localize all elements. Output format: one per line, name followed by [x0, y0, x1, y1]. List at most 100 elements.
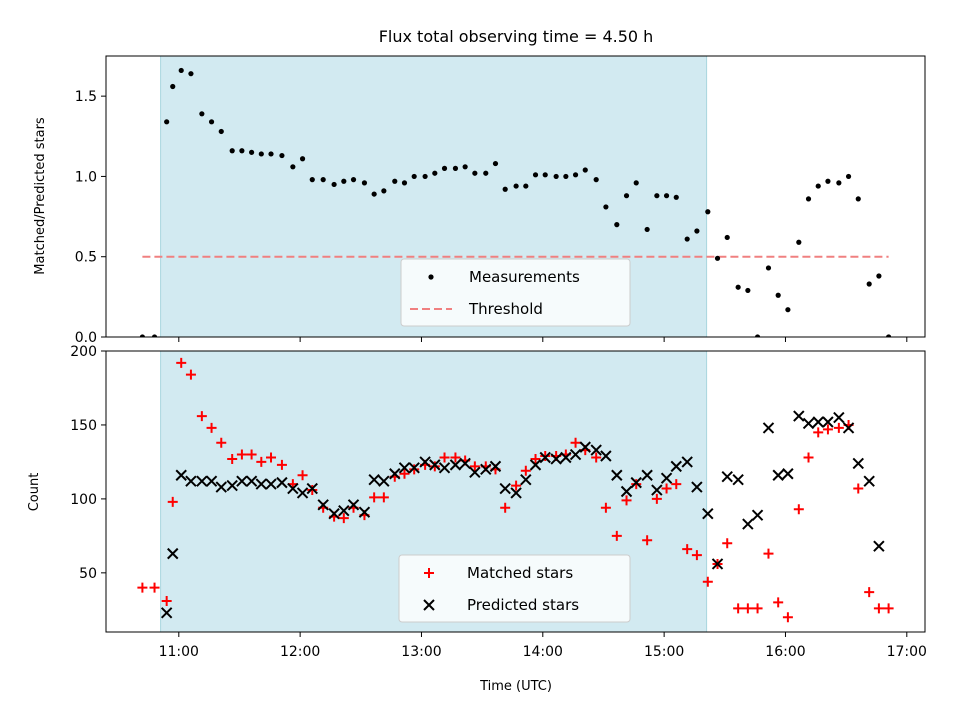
measurement-point [371, 191, 377, 197]
measurement-point [350, 177, 357, 183]
matched-star-point [276, 459, 287, 470]
predicted-star-point [772, 469, 784, 481]
predicted-star-point [782, 468, 794, 480]
predicted-star-point [732, 473, 744, 486]
predicted-star-point [306, 482, 318, 495]
measurement-point [178, 67, 184, 74]
predicted-star-point [600, 450, 612, 462]
matched-star-point [500, 502, 511, 513]
predicted-star-point [358, 506, 371, 518]
bottom-legend: Matched stars Predicted stars [398, 554, 631, 623]
measurement-point [208, 119, 215, 125]
matched-star-point [185, 369, 196, 380]
measurement-point [724, 234, 730, 241]
x-tick-label: 12:00 [280, 644, 320, 660]
measurement-point [876, 273, 882, 279]
measurement-point [320, 177, 326, 183]
top-y-axis-label: Matched/Predicted stars [33, 117, 48, 275]
predicted-star-point [317, 499, 329, 511]
x-tick-label: 15:00 [644, 644, 684, 660]
legend-box [400, 258, 631, 327]
predicted-star-point [873, 540, 885, 552]
matched-star-point [167, 496, 178, 507]
measurement-point [694, 228, 700, 234]
predicted-star-point [328, 507, 340, 520]
measurement-point [218, 128, 224, 135]
predicted-star-point [438, 462, 451, 474]
measurement-point [673, 194, 679, 200]
matched-star-point [661, 483, 672, 494]
measurement-point [483, 170, 489, 176]
predicted-star-point [822, 416, 834, 428]
top-panel: 0.0 0.5 1.0 1.5 Measurements Threshold [75, 55, 926, 346]
measurement-point [663, 193, 670, 199]
matched-star-point [651, 493, 662, 504]
matched-star-point [873, 603, 884, 614]
predicted-star-point [245, 475, 258, 487]
measurement-point [279, 152, 285, 159]
x-tick-label: 11:00 [159, 644, 199, 660]
matched-star-point [429, 461, 440, 472]
measurement-point [268, 151, 274, 157]
top-y-tick-label: 0.5 [75, 250, 97, 266]
predicted-star-point [287, 482, 299, 495]
matched-star-point [822, 424, 833, 435]
matched-star-point [742, 603, 753, 614]
matched-star-point [520, 465, 531, 476]
predicted-star-point [378, 475, 390, 487]
matched-star-point [642, 535, 653, 546]
bottom-y-axis-label: Count [27, 473, 42, 512]
matched-star-point [266, 452, 277, 463]
predicted-star-point [611, 469, 623, 481]
matched-star-point [813, 427, 824, 438]
matched-star-point [439, 452, 450, 463]
matched-star-point [137, 582, 148, 593]
matched-star-point [540, 451, 551, 462]
legend-label: Matched stars [467, 564, 573, 582]
measurement-point [392, 178, 398, 184]
x-tick-label: 17:00 [887, 644, 927, 660]
x-tick-label: 16:00 [765, 644, 805, 660]
predicted-star-point [529, 459, 542, 471]
predicted-star-point [520, 473, 532, 486]
x-axis-label: Time (UTC) [479, 679, 552, 694]
legend-label: Threshold [468, 300, 543, 318]
measurement-point [754, 334, 761, 337]
predicted-star-point [296, 487, 309, 499]
predicted-star-point [802, 417, 815, 430]
predicted-star-point [196, 475, 208, 487]
measurement-point [151, 334, 158, 337]
predicted-star-point [265, 478, 277, 490]
measurement-point [532, 172, 539, 178]
bottom-y-tick-label: 50 [79, 566, 97, 582]
matched-star-point [297, 470, 308, 481]
measurement-point [614, 222, 620, 228]
predicted-star-point [569, 448, 582, 461]
predicted-star-point [762, 422, 775, 434]
predicted-star-point [276, 476, 288, 489]
predicted-star-point [205, 475, 218, 487]
legend-label: Predicted stars [467, 596, 579, 614]
predicted-star-point [711, 558, 724, 570]
predicted-star-point [185, 475, 197, 487]
predicted-star-point [167, 547, 179, 560]
top-plot-area [139, 67, 892, 337]
measurement-point [188, 71, 194, 77]
matched-star-point [853, 483, 864, 494]
matched-star-point [256, 456, 267, 467]
matched-star-point [176, 357, 187, 368]
measurement-point [229, 148, 235, 154]
predicted-star-point [480, 463, 492, 476]
measurement-point [572, 172, 579, 178]
measurement-point [845, 173, 852, 180]
measurement-point [705, 209, 711, 215]
x-tick-label: 13:00 [401, 644, 441, 660]
predicted-star-point [630, 476, 642, 489]
measurement-point [553, 173, 559, 180]
predicted-star-point [579, 441, 591, 453]
measurement-point [623, 193, 630, 199]
predicted-star-point [812, 416, 824, 428]
matched-star-point [369, 492, 380, 503]
predicted-star-point [793, 410, 805, 422]
matched-star-point [733, 603, 744, 614]
